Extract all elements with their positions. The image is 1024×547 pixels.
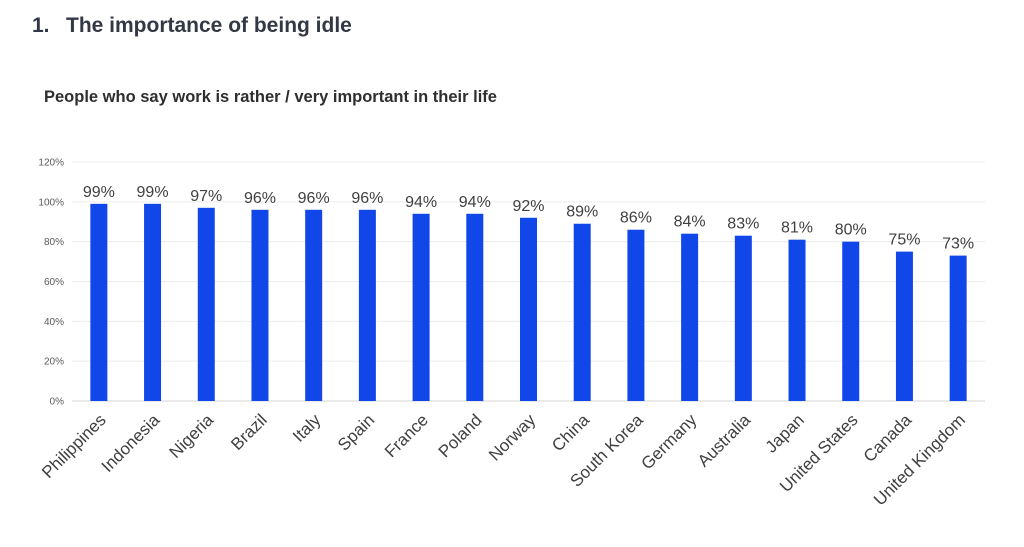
data-label: 96% — [244, 190, 276, 207]
chart-title: People who say work is rather / very imp… — [44, 88, 497, 106]
x-tick-label: France — [381, 410, 432, 461]
data-label: 80% — [835, 222, 867, 239]
bar — [734, 235, 752, 401]
x-tick-label: United Kingdom — [870, 410, 969, 509]
section-number: 1. — [32, 14, 50, 37]
bar — [842, 241, 860, 401]
data-label: 96% — [351, 190, 383, 207]
y-tick-label: 20% — [44, 357, 64, 368]
x-tick-label: Spain — [334, 410, 378, 454]
y-axis-tick-labels: 0% 20% 40% 60% 80% 100% 120% — [38, 158, 64, 408]
y-tick-label: 60% — [44, 277, 64, 288]
bar — [144, 203, 162, 401]
data-label: 94% — [459, 194, 491, 211]
bar — [358, 209, 376, 401]
bar — [412, 213, 430, 401]
bar — [466, 213, 484, 401]
section-title: The importance of being idle — [66, 14, 352, 37]
data-label: 86% — [620, 210, 652, 227]
x-tick-label: Brazil — [227, 410, 270, 453]
data-label: 81% — [781, 220, 813, 237]
bar — [573, 223, 591, 401]
bar — [895, 251, 913, 401]
x-tick-label: Philippines — [38, 410, 110, 482]
bar — [520, 217, 537, 401]
x-tick-label: Australia — [694, 410, 755, 471]
y-tick-label: 100% — [38, 197, 64, 208]
data-label: 94% — [405, 194, 437, 211]
y-tick-label: 80% — [44, 237, 64, 248]
bar — [788, 239, 806, 401]
data-label: 96% — [298, 190, 330, 207]
bar — [90, 203, 108, 401]
x-tick-label: China — [548, 410, 593, 455]
data-label: 83% — [727, 216, 759, 233]
bar — [197, 207, 215, 401]
y-tick-label: 0% — [50, 397, 65, 408]
data-label: 92% — [512, 198, 544, 215]
data-label: 97% — [190, 188, 222, 205]
bar — [251, 209, 269, 401]
x-tick-label: Nigeria — [166, 410, 218, 462]
data-label: 75% — [888, 232, 920, 249]
data-label: 89% — [566, 204, 598, 221]
x-tick-label: Italy — [289, 410, 325, 446]
bar — [305, 209, 323, 401]
x-tick-label: Poland — [435, 410, 486, 461]
bars — [90, 203, 967, 401]
bar — [681, 233, 699, 401]
data-label: 99% — [83, 184, 115, 201]
data-label: 99% — [137, 184, 169, 201]
x-tick-label: Norway — [485, 410, 540, 465]
bar — [949, 255, 967, 401]
y-tick-label: 40% — [44, 317, 64, 328]
x-tick-label: Germany — [638, 410, 701, 473]
x-tick-label: Indonesia — [98, 410, 164, 476]
data-label: 73% — [942, 236, 974, 253]
data-labels: 99% 99% 97% 96% 96% 96% 94% 94% 92% 89% 86% 84% 83% 8… — [83, 184, 974, 253]
bar — [627, 229, 645, 401]
y-tick-label: 120% — [38, 158, 64, 169]
section-heading: 1. The importance of being idle — [32, 14, 352, 38]
x-tick-label: Japan — [762, 410, 808, 456]
data-label: 84% — [674, 214, 706, 231]
